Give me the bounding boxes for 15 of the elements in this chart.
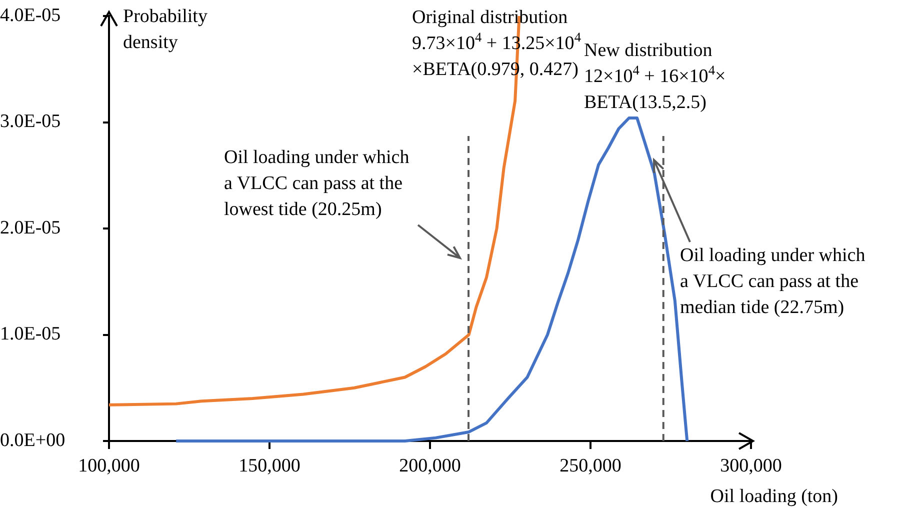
y-tick-label: 2.0E-05 [0,217,61,238]
y-axis-title: Probability density [123,5,208,55]
x-tick-label: 250,000 [560,455,622,476]
ref-line-label: Oil loading under which a VLCC can pass at the median tide (22.75m) [680,244,866,320]
text: New distribution 12×10$^{4}$ + 16×10$^{4}$× BETA(13.5,2.5) [584,39,726,115]
y-tick-label: 4.0E-05 [0,4,61,26]
y-tick-label: 1.0E-05 [0,324,61,345]
x-tick-label: 300,000 [720,455,782,476]
x-tick-label: 100,000 [78,455,140,476]
x-axis-title: Oil loading (ton) [710,485,838,509]
x-tick-label: 200,000 [399,455,461,476]
y-tick-label: 3.0E-05 [0,111,61,132]
ref-line-label: Oil loading under which a VLCC can pass at the lowest tide (20.25m) [224,146,410,222]
x-tick-label: 150,000 [238,455,300,476]
y-tick-label: 0.0E+00 [0,430,66,451]
